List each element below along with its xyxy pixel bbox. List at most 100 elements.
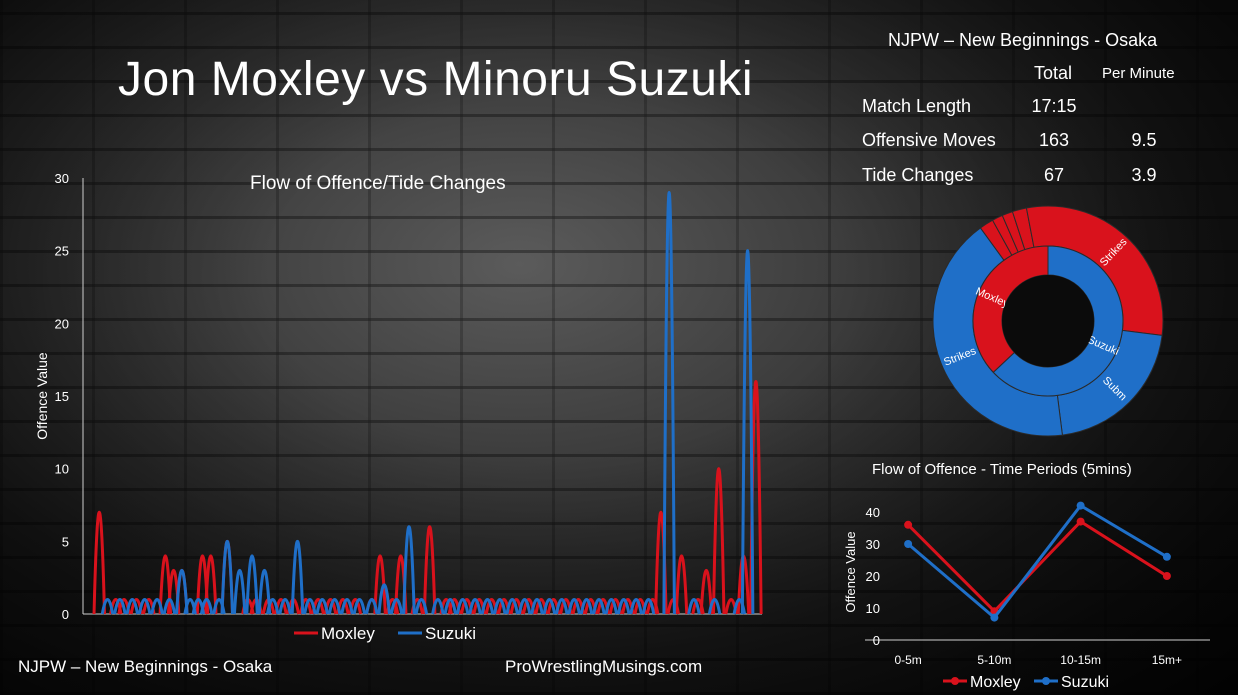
legend-marker-suzuki — [1042, 677, 1050, 685]
offence-flow-y-tick: 5 — [62, 534, 69, 549]
offence-flow-peak — [431, 597, 445, 615]
offence-flow-peak — [162, 597, 177, 615]
offence-flow-peak — [604, 597, 619, 615]
offence-flow-peak — [662, 191, 676, 615]
time-period-point — [904, 540, 913, 548]
offence-flow-peak — [542, 597, 557, 615]
stats-row-per-minute: 9.5 — [1131, 130, 1157, 150]
offence-flow-peak — [278, 597, 292, 615]
time-period-x-tick: 15m+ — [1152, 653, 1182, 667]
offence-flow-peak — [257, 569, 272, 615]
legend-label-moxley: Moxley — [321, 624, 375, 643]
offence-flow-peak — [377, 583, 391, 615]
time-period-title: Flow of Offence - Time Periods (5mins) — [872, 461, 1132, 478]
time-period-y-tick: 30 — [866, 537, 880, 552]
time-period-y-tick: 10 — [866, 601, 880, 616]
offence-flow-peak — [389, 597, 404, 615]
stats-row-total: 163 — [1038, 130, 1070, 150]
offence-flow-title: Flow of Offence/Tide Changes — [250, 173, 506, 194]
offence-flow-peak — [402, 525, 416, 615]
time-period-series-moxley — [904, 517, 1171, 616]
offence-flow-peak — [422, 525, 437, 615]
legend-marker-moxley — [951, 677, 959, 685]
time-period-point — [904, 520, 913, 529]
offence-flow-y-tick: 20 — [55, 316, 69, 331]
offence-flow-peak — [100, 597, 115, 615]
time-period-y-label: Offence Value — [843, 531, 858, 612]
legend-label-suzuki: Suzuki — [1061, 674, 1109, 691]
offence-flow-peak — [220, 540, 235, 615]
offence-flow-series-suzuki — [100, 191, 755, 615]
offence-flow-peak — [290, 540, 305, 615]
offence-flow-peak — [199, 597, 214, 615]
offence-flow-peak — [711, 467, 726, 615]
time-period-point — [1162, 572, 1171, 580]
offence-flow-peak — [315, 597, 329, 615]
stats-event-title: NJPW – New Beginnings - Osaka — [888, 30, 1158, 50]
offence-flow-peak — [641, 597, 656, 615]
time-period-point — [990, 613, 999, 622]
offence-flow-y-tick: 0 — [62, 607, 69, 622]
stats-row-total: 67 — [1043, 165, 1065, 185]
offence-flow-peak — [92, 511, 106, 615]
time-period-x-tick: 5-10m — [977, 653, 1011, 667]
offence-flow-peak — [232, 569, 247, 615]
offence-flow-peak — [699, 569, 714, 615]
offence-flow-peak — [365, 597, 379, 615]
offence-flow-peak — [125, 597, 140, 615]
offence-flow-y-tick: 15 — [55, 389, 69, 404]
stats-header-per-minute: Per Minute — [1102, 65, 1175, 82]
offence-flow-series-moxley — [92, 380, 763, 615]
offence-flow-peak — [555, 597, 569, 615]
time-period-y-tick: 0 — [873, 633, 880, 648]
footer-site-name: ProWrestlingMusings.com — [505, 657, 703, 676]
stats-row-label: Offensive Moves — [862, 130, 996, 150]
time-period-point — [1162, 552, 1171, 561]
stats-row-label: Match Length — [862, 96, 972, 116]
offence-flow-peak — [137, 597, 152, 615]
offence-flow-peak — [505, 597, 519, 615]
time-period-series-suzuki — [904, 501, 1171, 622]
offence-flow-legend: Moxley Suzuki — [294, 624, 476, 643]
offence-flow-peak — [340, 597, 354, 615]
offence-flow-peak — [303, 597, 317, 615]
time-period-chart: Flow of Offence - Time Periods (5mins) 0 1… — [843, 461, 1210, 691]
offence-flow-peak — [443, 597, 457, 615]
offence-flow-peak — [245, 554, 259, 615]
time-period-line-suzuki — [907, 503, 1168, 620]
offence-flow-peak — [150, 597, 164, 615]
offence-flow-peak — [674, 554, 689, 615]
time-period-y-tick: 40 — [866, 505, 880, 520]
offence-flow-peak — [579, 597, 594, 615]
legend-label-moxley: Moxley — [970, 674, 1021, 691]
stats-row-tide-changes: Tide Changes 67 3.9 — [852, 165, 1222, 189]
offence-flow-y-tick: 10 — [55, 462, 69, 477]
footer-event-name: NJPW – New Beginnings - Osaka — [18, 657, 273, 676]
offence-flow-peak — [175, 569, 189, 615]
offence-flow-peak — [414, 597, 429, 615]
time-period-y-tick: 20 — [866, 569, 880, 584]
offence-flow-chart: Flow of Offence/Tide Changes 0 5 10 15 20 25 30… — [34, 171, 763, 643]
match-title: Jon Moxley vs Minoru Suzuki — [118, 53, 754, 106]
offence-flow-peak — [687, 597, 701, 615]
offence-flow-peak — [707, 597, 722, 615]
offence-flow-peak — [740, 249, 755, 615]
legend-label-suzuki: Suzuki — [425, 624, 476, 643]
offence-flow-peak — [493, 597, 507, 615]
offence-flow-peak — [592, 597, 606, 615]
offence-flow-peak — [204, 554, 218, 615]
offence-flow-peak — [468, 597, 482, 615]
offence-flow-peak — [480, 597, 495, 615]
stats-row-match-length: Match Length 17:15 — [852, 96, 1222, 120]
time-period-line-moxley — [907, 519, 1168, 614]
offence-flow-y-tick: 30 — [55, 171, 69, 186]
offence-flow-peak — [352, 597, 367, 615]
stats-row-per-minute: 3.9 — [1131, 165, 1157, 185]
stats-row-label: Tide Changes — [862, 165, 974, 185]
offence-flow-peak — [567, 597, 581, 615]
time-period-x-tick: 10-15m — [1060, 653, 1101, 667]
offence-flow-peak — [265, 597, 280, 615]
stats-row-offensive-moves: Offensive Moves 163 9.5 — [852, 130, 1222, 154]
